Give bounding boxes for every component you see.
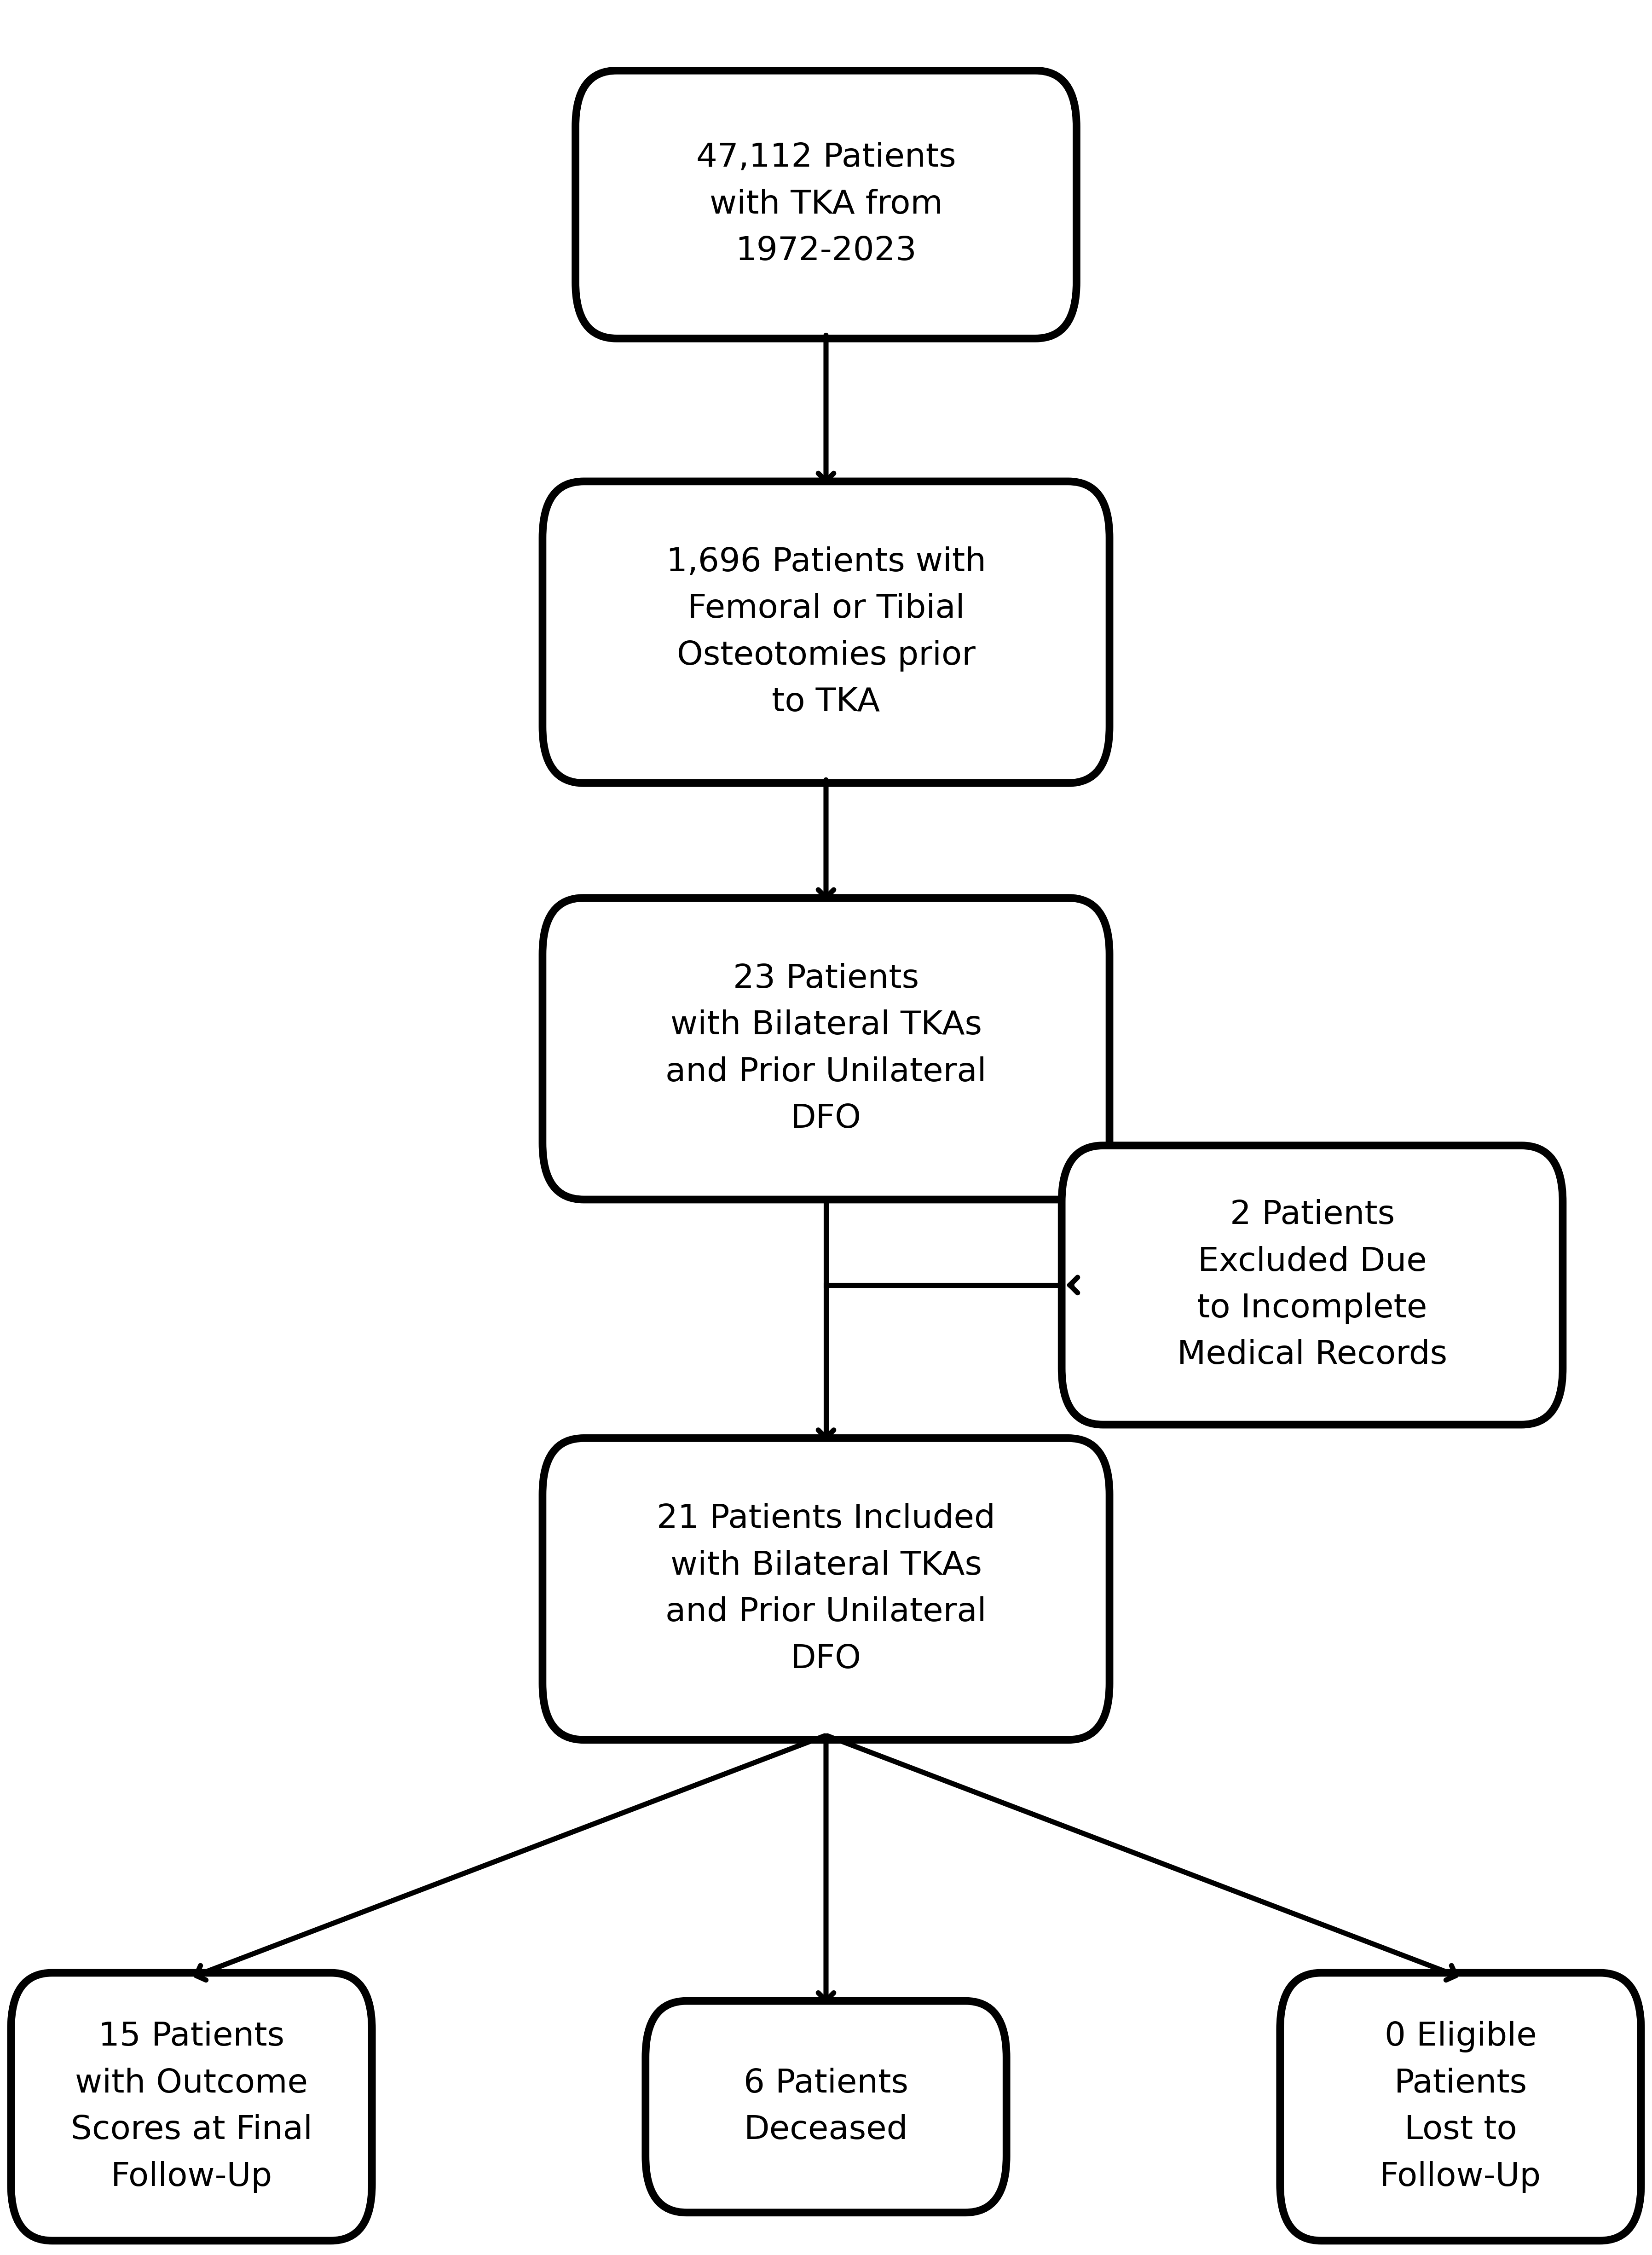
FancyBboxPatch shape bbox=[542, 480, 1110, 782]
Text: 2 Patients
Excluded Due
to Incomplete
Medical Records: 2 Patients Excluded Due to Incomplete Me… bbox=[1178, 1200, 1447, 1371]
Text: 6 Patients
Deceased: 6 Patients Deceased bbox=[743, 2068, 909, 2147]
FancyBboxPatch shape bbox=[542, 1439, 1110, 1741]
FancyBboxPatch shape bbox=[646, 2000, 1006, 2212]
Text: 23 Patients
with Bilateral TKAs
and Prior Unilateral
DFO: 23 Patients with Bilateral TKAs and Prio… bbox=[666, 963, 986, 1134]
Text: 0 Eligible
Patients
Lost to
Follow-Up: 0 Eligible Patients Lost to Follow-Up bbox=[1379, 2020, 1541, 2192]
Text: 1,696 Patients with
Femoral or Tibial
Osteotomies prior
to TKA: 1,696 Patients with Femoral or Tibial Os… bbox=[666, 546, 986, 717]
Text: 47,112 Patients
with TKA from
1972-2023: 47,112 Patients with TKA from 1972-2023 bbox=[695, 142, 957, 266]
FancyBboxPatch shape bbox=[12, 1973, 372, 2241]
FancyBboxPatch shape bbox=[1062, 1146, 1563, 1425]
Text: 15 Patients
with Outcome
Scores at Final
Follow-Up: 15 Patients with Outcome Scores at Final… bbox=[71, 2020, 312, 2192]
FancyBboxPatch shape bbox=[1280, 1973, 1640, 2241]
FancyBboxPatch shape bbox=[575, 70, 1077, 338]
Text: 21 Patients Included
with Bilateral TKAs
and Prior Unilateral
DFO: 21 Patients Included with Bilateral TKAs… bbox=[657, 1504, 995, 1675]
FancyBboxPatch shape bbox=[542, 897, 1110, 1200]
